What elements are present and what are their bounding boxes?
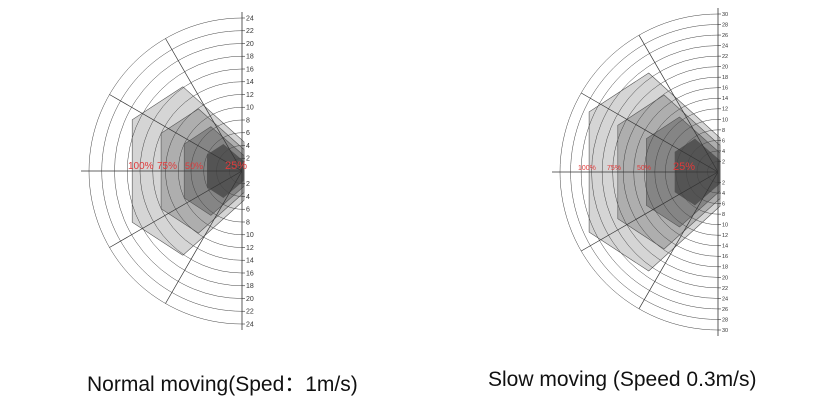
tick-label: 14	[246, 258, 254, 265]
tick-label: 12	[246, 245, 254, 252]
grid-spoke	[165, 170, 243, 304]
tick-label: 2	[246, 181, 250, 188]
zone-label-3: 50%	[185, 161, 203, 171]
tick-label: 28	[722, 317, 728, 323]
zone-label-2: 75%	[607, 165, 621, 172]
tick-label: 16	[246, 66, 254, 73]
tick-label: 16	[246, 270, 254, 277]
tick-label: 12	[722, 233, 728, 239]
grid-spoke	[638, 35, 719, 173]
zone-label-1: 100%	[578, 165, 596, 172]
tick-label: 8	[722, 128, 725, 134]
tick-label: 10	[246, 105, 254, 112]
tick-label: 18	[722, 265, 728, 271]
tick-label: 24	[246, 15, 254, 22]
tick-label: 2	[246, 156, 250, 163]
tick-label: 18	[722, 75, 728, 81]
tick-label: 10	[722, 223, 728, 229]
tick-label: 6	[246, 207, 250, 214]
tick-label: 2	[722, 180, 725, 186]
tick-label: 10	[722, 117, 728, 123]
grid-spoke	[109, 94, 243, 172]
zone-label-2: 75%	[157, 161, 177, 172]
grid-spoke	[638, 171, 719, 309]
tick-label: 22	[722, 54, 728, 60]
tick-label: 14	[246, 79, 254, 86]
right-caption: Slow moving (Speed 0.3m/s)	[488, 368, 757, 391]
tick-label: 10	[246, 232, 254, 239]
tick-label: 20	[246, 296, 254, 303]
tick-label: 4	[246, 143, 250, 150]
tick-label: 6	[246, 130, 250, 137]
zone-label-4: 25%	[673, 161, 695, 173]
tick-label: 4	[246, 194, 250, 201]
grid-spoke	[581, 92, 719, 173]
tick-label: 12	[722, 107, 728, 113]
tick-label: 8	[246, 117, 250, 124]
tick-label: 14	[722, 96, 728, 102]
grid-spoke	[581, 171, 719, 252]
tick-label: 18	[246, 54, 254, 61]
grid-spoke	[165, 38, 243, 172]
left-caption: Normal moving(Sped：1m/s)	[87, 373, 358, 396]
tick-label: 16	[722, 254, 728, 260]
tick-label: 30	[722, 12, 728, 18]
left-polar-diagram: 2422201816141210864224681012141618202224…	[81, 12, 254, 330]
tick-label: 20	[722, 65, 728, 71]
tick-label: 8	[722, 212, 725, 218]
tick-label: 24	[246, 321, 254, 328]
tick-label: 20	[246, 41, 254, 48]
tick-label: 26	[722, 33, 728, 39]
tick-label: 18	[246, 283, 254, 290]
tick-label: 28	[722, 22, 728, 28]
zone-label-1: 100%	[128, 161, 154, 172]
tick-label: 12	[246, 92, 254, 99]
tick-label: 16	[722, 86, 728, 92]
tick-label: 8	[246, 219, 250, 226]
tick-label: 4	[722, 149, 725, 155]
tick-label: 24	[722, 44, 728, 50]
tick-label: 6	[722, 202, 725, 208]
tick-label: 4	[722, 191, 725, 197]
tick-label: 30	[722, 328, 728, 334]
tick-label: 24	[722, 296, 728, 302]
right-polar-diagram: 3028262422201816141210864224681012141618…	[552, 8, 728, 336]
zone-label-4: 25%	[225, 160, 247, 172]
tick-label: 20	[722, 275, 728, 281]
tick-label: 6	[722, 138, 725, 144]
tick-label: 26	[722, 307, 728, 313]
tick-label: 22	[246, 309, 254, 316]
tick-label: 2	[722, 159, 725, 165]
tick-label: 22	[246, 28, 254, 35]
grid-spoke	[109, 170, 243, 248]
tick-label: 14	[722, 244, 728, 250]
tick-label: 22	[722, 286, 728, 292]
zone-label-3: 50%	[637, 165, 651, 172]
